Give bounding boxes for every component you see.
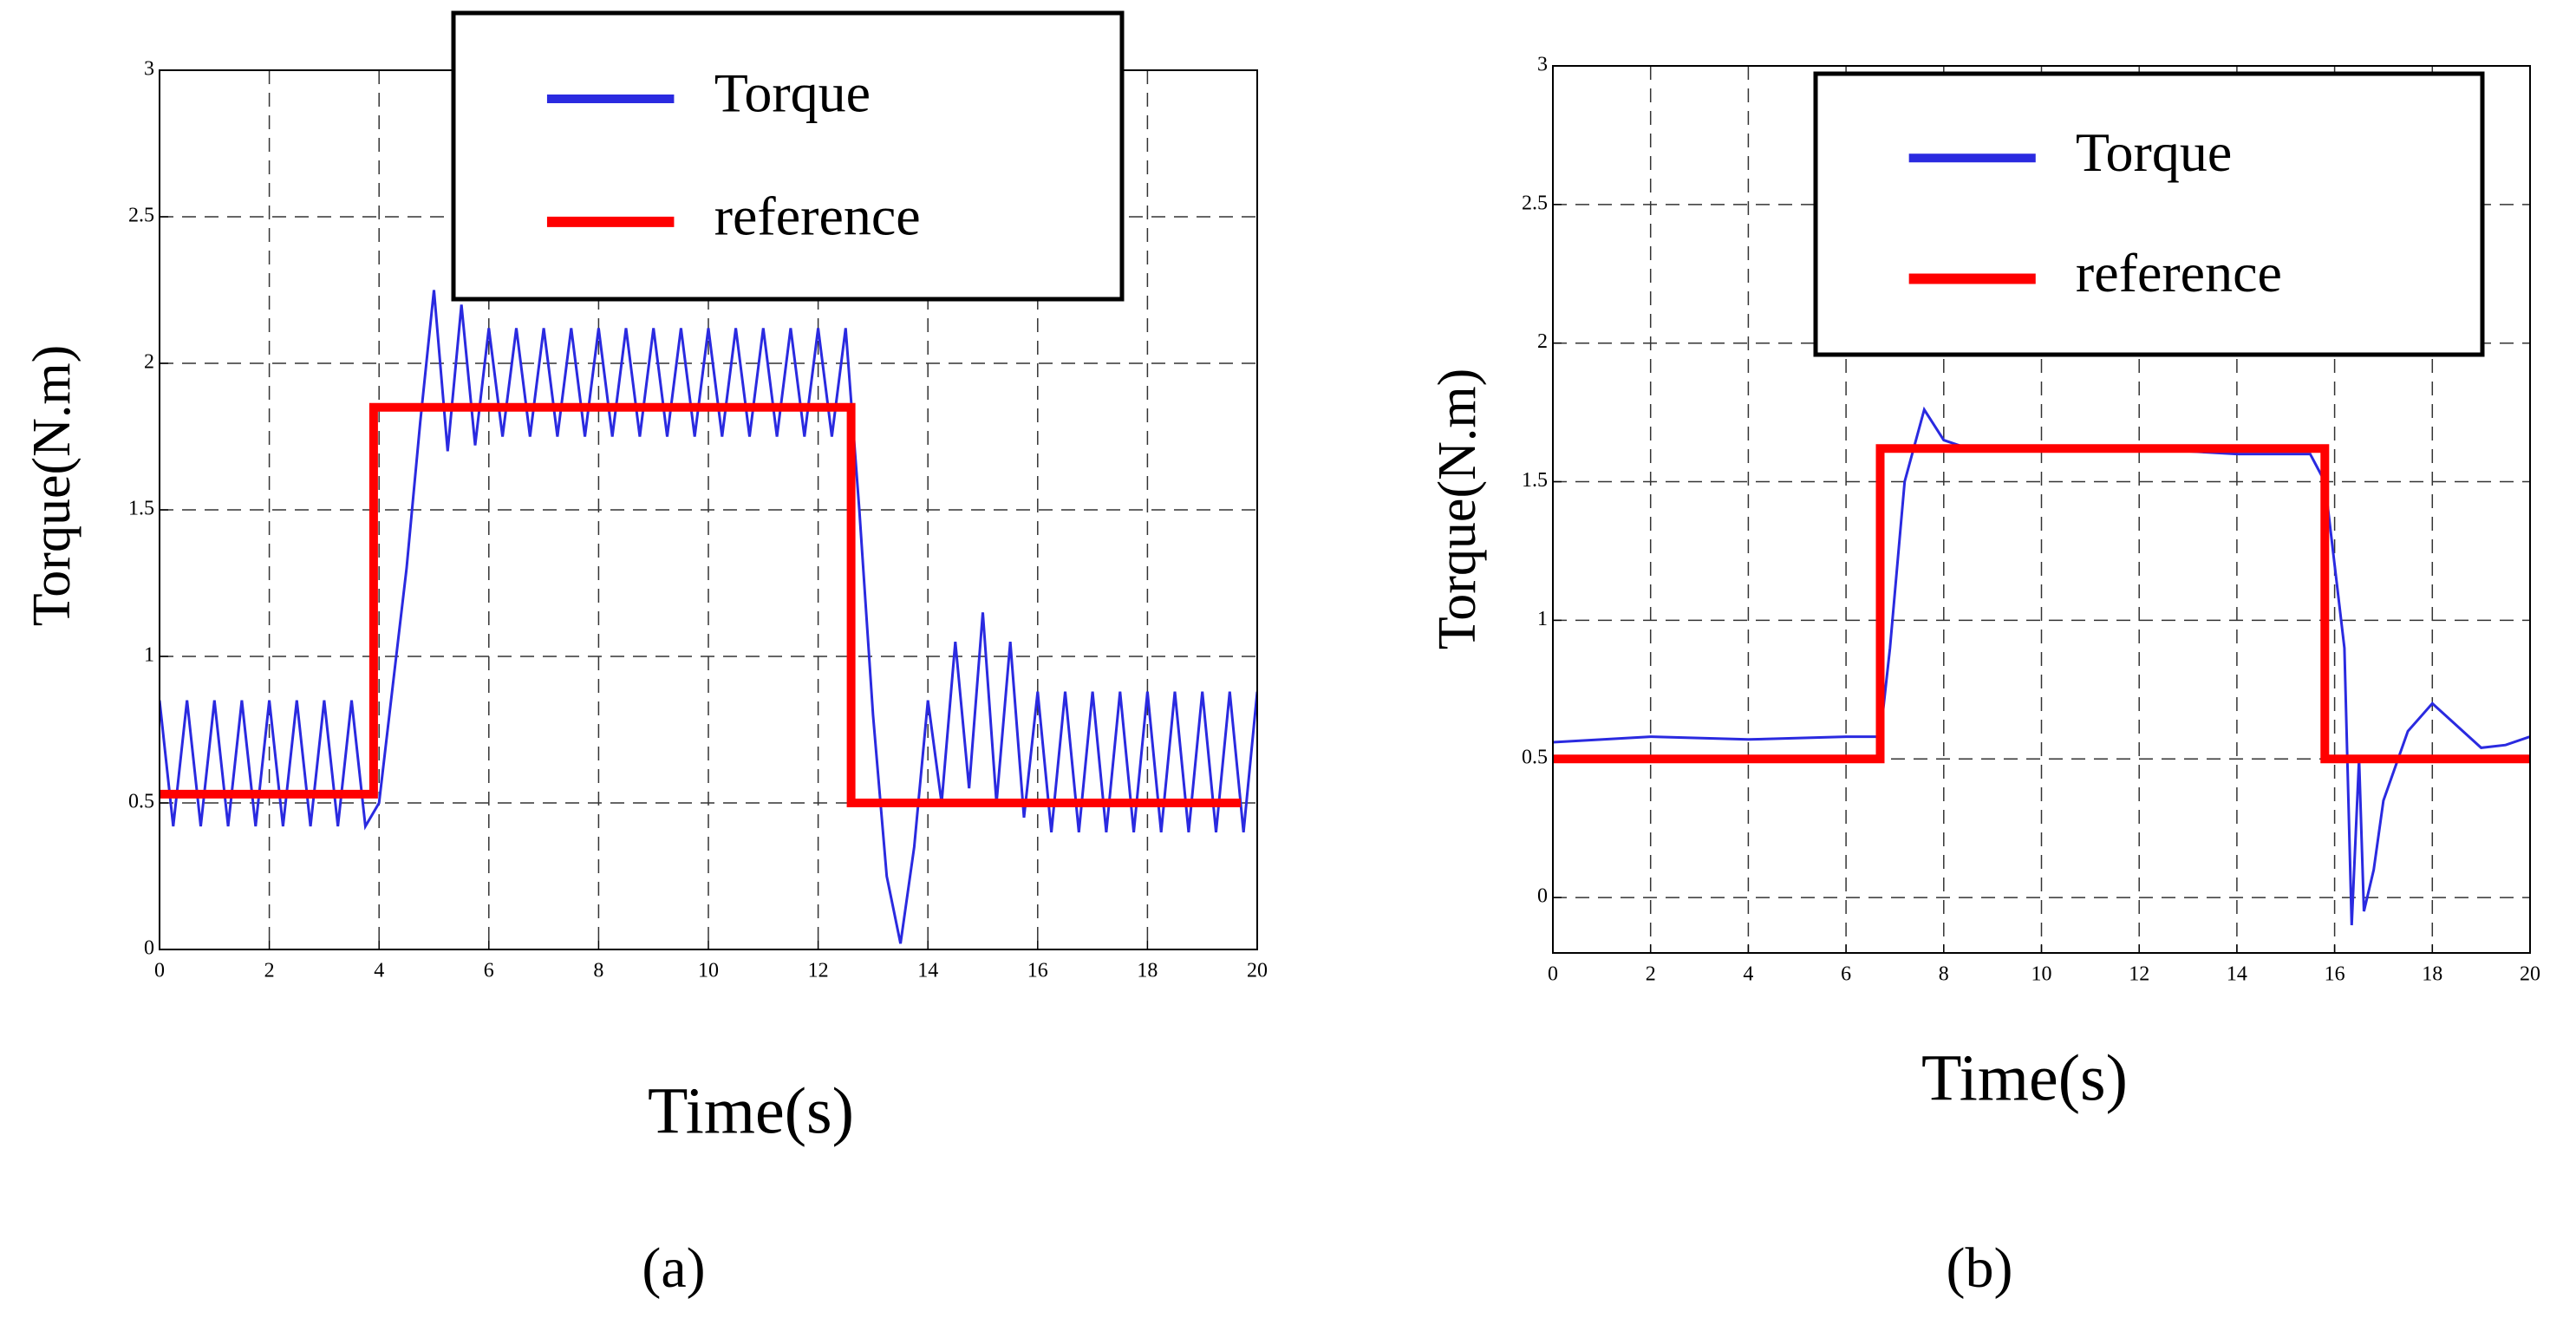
x-tick-label: 0 bbox=[154, 960, 165, 982]
y-tick-label: 2 bbox=[1537, 330, 1548, 353]
plot-frame bbox=[1552, 65, 2531, 954]
x-tick-label: 18 bbox=[2422, 963, 2442, 986]
x-tick-label: 14 bbox=[917, 960, 938, 982]
y-tick-label: 0 bbox=[144, 937, 154, 960]
y-tick-label: 0.5 bbox=[128, 791, 154, 813]
legend-box bbox=[1813, 71, 2485, 357]
y-tick-label: 2.5 bbox=[1522, 192, 1548, 214]
x-tick-label: 16 bbox=[2325, 963, 2345, 986]
y-tick-label: 3 bbox=[144, 58, 154, 81]
legend-label: reference bbox=[2076, 242, 2282, 303]
line-series bbox=[1553, 444, 2530, 764]
y-tick-label: 0 bbox=[1537, 885, 1548, 908]
x-tick-label: 10 bbox=[698, 960, 719, 982]
y-tick-label: 1 bbox=[1537, 608, 1548, 630]
x-tick-label: 0 bbox=[1548, 963, 1558, 986]
x-tick-label: 12 bbox=[2129, 963, 2149, 986]
caption: (a) bbox=[642, 1236, 705, 1300]
line-series bbox=[160, 290, 1257, 944]
x-tick-label: 8 bbox=[593, 960, 603, 982]
legend-label: reference bbox=[714, 186, 921, 247]
y-axis-title: Torque(N.m) bbox=[23, 345, 82, 627]
y-tick-label: 1.5 bbox=[128, 498, 154, 520]
y-tick-label: 0.5 bbox=[1522, 747, 1548, 769]
legend-label: Torque bbox=[714, 62, 871, 124]
caption: (b) bbox=[1947, 1236, 2013, 1300]
x-axis-title: Time(s) bbox=[648, 1074, 854, 1147]
x-tick-label: 20 bbox=[1247, 960, 1268, 982]
legend-box bbox=[451, 10, 1125, 302]
y-axis-title: Torque(N.m) bbox=[1428, 369, 1487, 650]
x-tick-label: 12 bbox=[808, 960, 829, 982]
line-series bbox=[160, 402, 1241, 807]
y-tick-label: 2 bbox=[144, 351, 154, 374]
y-tick-label: 1.5 bbox=[1522, 469, 1548, 492]
x-tick-label: 10 bbox=[2031, 963, 2052, 986]
x-tick-label: 2 bbox=[264, 960, 275, 982]
x-tick-label: 2 bbox=[1646, 963, 1656, 986]
line-series bbox=[1553, 406, 2530, 926]
x-tick-label: 18 bbox=[1137, 960, 1158, 982]
x-tick-label: 8 bbox=[1939, 963, 1949, 986]
x-tick-label: 4 bbox=[374, 960, 384, 982]
x-tick-label: 20 bbox=[2520, 963, 2540, 986]
x-tick-label: 6 bbox=[484, 960, 494, 982]
legend-label: Torque bbox=[2076, 121, 2232, 183]
y-tick-label: 2.5 bbox=[128, 205, 154, 227]
x-tick-label: 14 bbox=[2227, 963, 2247, 986]
x-tick-label: 4 bbox=[1743, 963, 1753, 986]
x-tick-label: 6 bbox=[1841, 963, 1851, 986]
x-tick-label: 16 bbox=[1027, 960, 1048, 982]
y-tick-label: 3 bbox=[1537, 54, 1548, 76]
x-axis-title: Time(s) bbox=[1921, 1041, 2128, 1114]
y-tick-label: 1 bbox=[144, 644, 154, 667]
